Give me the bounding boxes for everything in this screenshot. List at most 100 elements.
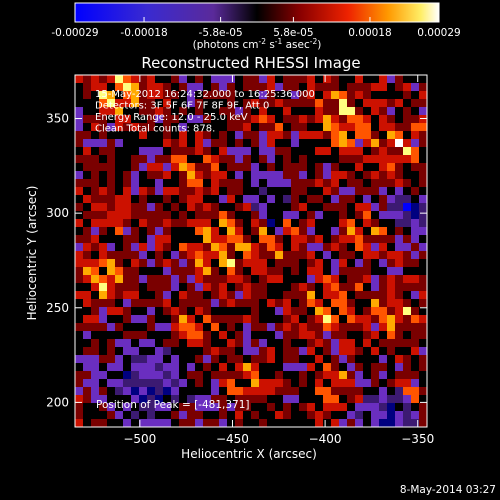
heatmap-cell xyxy=(411,291,419,299)
heatmap-cell xyxy=(363,411,371,419)
heatmap-cell xyxy=(315,267,323,275)
heatmap-cell xyxy=(219,339,227,347)
heatmap-cell xyxy=(315,395,323,403)
heatmap-cell xyxy=(203,291,211,299)
colorbar-tick-label: 5.8e-05 xyxy=(273,27,313,39)
heatmap-cell xyxy=(147,203,155,211)
heatmap-cell xyxy=(379,139,387,147)
heatmap-cell xyxy=(267,123,275,131)
heatmap-cell xyxy=(267,371,275,379)
heatmap-cell xyxy=(379,195,387,203)
heatmap-cell xyxy=(227,187,235,195)
heatmap-cell xyxy=(315,155,323,163)
heatmap-cell xyxy=(123,123,131,131)
heatmap-cell xyxy=(147,283,155,291)
heatmap-cell xyxy=(123,115,131,123)
heatmap-cell xyxy=(163,75,171,83)
heatmap-cell xyxy=(251,299,259,307)
heatmap-cell xyxy=(259,339,267,347)
heatmap-cell xyxy=(99,107,107,115)
heatmap-cell xyxy=(251,267,259,275)
heatmap-cell xyxy=(403,395,411,403)
heatmap-cell xyxy=(371,99,379,107)
heatmap-cell xyxy=(331,299,339,307)
heatmap-cell xyxy=(315,403,323,411)
heatmap-cell xyxy=(219,115,227,123)
heatmap-cell xyxy=(363,387,371,395)
heatmap-cell xyxy=(339,403,347,411)
heatmap-cell xyxy=(339,339,347,347)
heatmap-cell xyxy=(203,267,211,275)
heatmap-cell xyxy=(131,299,139,307)
heatmap-cell xyxy=(131,203,139,211)
heatmap-cell xyxy=(259,91,267,99)
heatmap-cell xyxy=(363,187,371,195)
heatmap-cell xyxy=(275,195,283,203)
heatmap-cell xyxy=(379,259,387,267)
heatmap-cell xyxy=(75,331,83,339)
heatmap-cell xyxy=(315,379,323,387)
heatmap-cell xyxy=(291,331,299,339)
heatmap-cell xyxy=(411,251,419,259)
heatmap-cell xyxy=(179,211,187,219)
heatmap-cell xyxy=(371,179,379,187)
heatmap-cell xyxy=(107,195,115,203)
heatmap-cell xyxy=(123,107,131,115)
heatmap-cell xyxy=(243,411,251,419)
heatmap-cell xyxy=(395,315,403,323)
heatmap-cell xyxy=(107,283,115,291)
heatmap-cell xyxy=(115,347,123,355)
heatmap-cell xyxy=(419,395,427,403)
heatmap-cell xyxy=(331,283,339,291)
heatmap-cell xyxy=(91,123,99,131)
heatmap-cell xyxy=(75,195,83,203)
heatmap-cell xyxy=(243,259,251,267)
heatmap-cell xyxy=(315,75,323,83)
heatmap-cell xyxy=(203,347,211,355)
heatmap-cell xyxy=(123,203,131,211)
heatmap-cell xyxy=(355,267,363,275)
heatmap-cell xyxy=(259,283,267,291)
heatmap-cell xyxy=(251,371,259,379)
heatmap-cell xyxy=(115,379,123,387)
heatmap-cell xyxy=(355,227,363,235)
heatmap-cell xyxy=(251,123,259,131)
heatmap-cell xyxy=(267,243,275,251)
heatmap-cell xyxy=(291,115,299,123)
heatmap-cell xyxy=(251,355,259,363)
heatmap-cell xyxy=(275,387,283,395)
heatmap-cell xyxy=(187,83,195,91)
heatmap-cell xyxy=(291,315,299,323)
heatmap-cell xyxy=(115,99,123,107)
heatmap-cell xyxy=(307,227,315,235)
heatmap-cell xyxy=(115,155,123,163)
heatmap-cell xyxy=(163,379,171,387)
heatmap-cell xyxy=(123,227,131,235)
heatmap-cell xyxy=(155,291,163,299)
heatmap-cell xyxy=(371,203,379,211)
heatmap-cell xyxy=(115,371,123,379)
heatmap-cell xyxy=(275,99,283,107)
heatmap-cell xyxy=(411,339,419,347)
heatmap-cell xyxy=(195,291,203,299)
heatmap-cell xyxy=(91,371,99,379)
heatmap-cell xyxy=(283,187,291,195)
heatmap-cell xyxy=(187,131,195,139)
heatmap-cell xyxy=(387,379,395,387)
heatmap-cell xyxy=(139,267,147,275)
heatmap-cell xyxy=(219,259,227,267)
heatmap-cell xyxy=(163,355,171,363)
heatmap-cell xyxy=(331,315,339,323)
heatmap-cell xyxy=(163,339,171,347)
heatmap-cell xyxy=(283,179,291,187)
heatmap-cell xyxy=(99,163,107,171)
heatmap-cell xyxy=(363,131,371,139)
heatmap-cell xyxy=(131,283,139,291)
heatmap-cell xyxy=(163,315,171,323)
heatmap-cell xyxy=(171,91,179,99)
heatmap-cell xyxy=(291,251,299,259)
heatmap-cell xyxy=(219,227,227,235)
heatmap-cell xyxy=(403,419,411,427)
heatmap-cell xyxy=(219,347,227,355)
heatmap-cell xyxy=(315,91,323,99)
